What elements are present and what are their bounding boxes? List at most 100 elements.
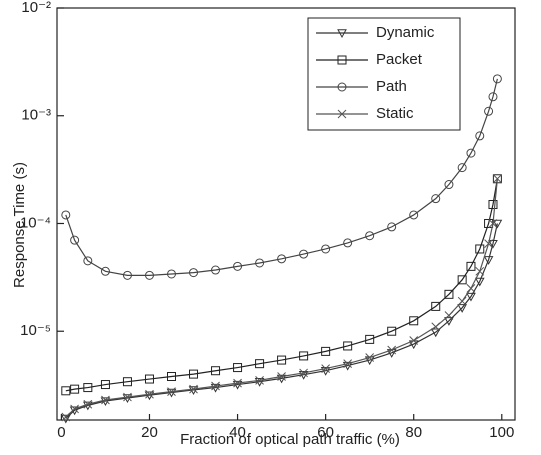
marker <box>321 244 331 254</box>
marker <box>409 336 419 345</box>
marker <box>457 163 467 173</box>
legend-label: Path <box>376 78 407 95</box>
marker <box>475 244 485 254</box>
marker <box>167 269 176 279</box>
marker <box>144 374 154 384</box>
marker <box>255 258 265 268</box>
marker <box>83 256 93 266</box>
marker <box>277 355 287 365</box>
marker <box>457 296 467 306</box>
marker <box>166 388 177 398</box>
marker <box>387 345 397 355</box>
marker <box>61 386 71 396</box>
y-tick-label: 10⁻² <box>21 0 51 16</box>
marker <box>122 377 132 387</box>
marker <box>233 363 243 373</box>
marker <box>444 180 454 190</box>
marker <box>61 210 71 220</box>
marker <box>144 270 154 280</box>
marker <box>365 231 375 241</box>
marker <box>483 256 494 265</box>
marker <box>343 238 353 248</box>
marker <box>444 311 454 320</box>
marker <box>466 261 476 271</box>
marker <box>189 369 199 379</box>
x-tick-label: 40 <box>229 424 246 441</box>
marker <box>123 392 132 402</box>
marker <box>343 341 353 351</box>
marker <box>492 74 502 84</box>
marker <box>101 395 110 405</box>
marker <box>444 317 454 326</box>
marker <box>431 301 441 311</box>
marker <box>488 92 498 102</box>
marker <box>299 368 308 378</box>
marker <box>321 346 331 356</box>
marker <box>189 268 199 278</box>
marker <box>343 359 353 369</box>
marker <box>61 412 71 422</box>
marker <box>466 292 476 302</box>
marker <box>70 404 79 414</box>
marker <box>70 384 80 394</box>
marker <box>457 275 467 285</box>
x-tick-label: 80 <box>405 424 422 441</box>
marker <box>299 351 309 361</box>
marker <box>337 55 347 65</box>
marker <box>431 322 441 332</box>
series-line <box>65 178 498 392</box>
legend-label: Static <box>376 105 414 122</box>
x-axis-label: Fraction of optical path traffic (%) <box>180 431 400 448</box>
marker <box>337 109 347 119</box>
series-line <box>65 223 498 419</box>
y-tick-label: 10⁻⁴ <box>20 214 51 231</box>
x-tick-label: 100 <box>489 424 514 441</box>
marker <box>387 222 397 232</box>
marker <box>492 219 503 229</box>
marker <box>122 270 132 280</box>
marker <box>167 372 176 382</box>
marker <box>100 380 110 390</box>
x-tick-label: 0 <box>57 424 65 441</box>
marker <box>484 106 494 116</box>
marker <box>488 219 498 228</box>
marker <box>365 353 375 362</box>
marker <box>466 148 476 158</box>
marker <box>337 29 347 39</box>
marker <box>474 277 485 287</box>
marker <box>211 265 221 275</box>
x-tick-label: 20 <box>141 424 158 441</box>
marker <box>475 131 485 141</box>
y-axis-label: Response Time (s) <box>11 162 28 288</box>
marker <box>100 266 110 276</box>
marker <box>299 249 309 259</box>
marker <box>430 328 441 338</box>
marker <box>475 266 485 276</box>
marker <box>409 210 419 220</box>
marker <box>255 359 265 369</box>
marker <box>493 174 502 184</box>
legend-box <box>307 17 461 131</box>
marker <box>211 366 221 376</box>
y-tick-label: 10⁻³ <box>21 107 51 124</box>
marker <box>277 372 286 381</box>
legend-label: Packet <box>376 51 423 68</box>
marker <box>277 254 287 264</box>
marker <box>444 289 454 299</box>
marker <box>387 326 397 336</box>
marker <box>83 383 93 393</box>
x-tick-label: 60 <box>317 424 334 441</box>
y-tick-label: 10⁻⁵ <box>20 322 51 339</box>
marker <box>233 378 242 388</box>
marker <box>321 364 330 373</box>
marker <box>457 304 468 313</box>
marker <box>233 261 243 271</box>
marker <box>188 386 199 395</box>
marker <box>466 284 476 293</box>
marker <box>431 194 441 204</box>
plot-frame <box>56 7 516 421</box>
marker <box>365 334 375 344</box>
marker <box>409 316 419 326</box>
marker <box>484 239 493 248</box>
